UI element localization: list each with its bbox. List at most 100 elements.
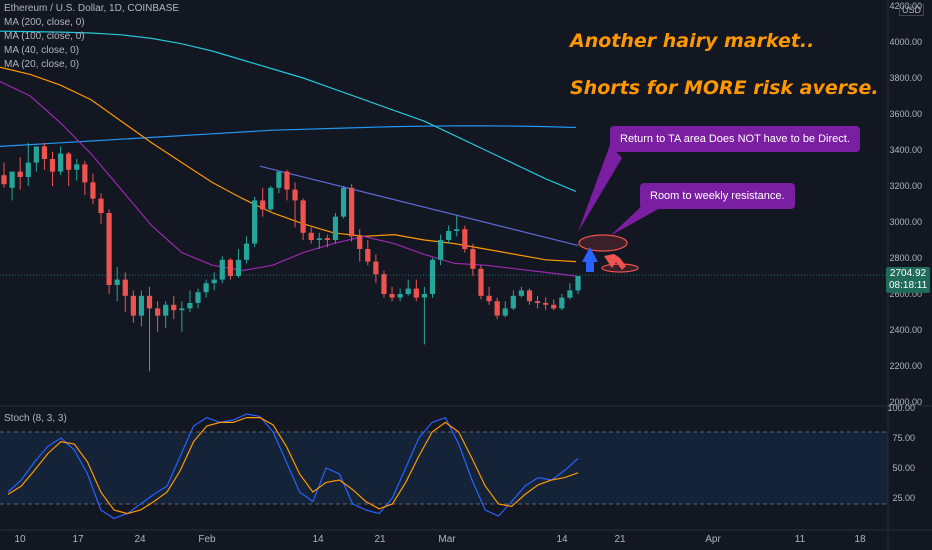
candle-body [381, 274, 387, 294]
resistance-zone-ellipse [578, 234, 628, 252]
currency-label[interactable]: USD [898, 4, 924, 16]
candle-body [494, 301, 500, 316]
candle-body [316, 238, 322, 240]
candle-body [413, 288, 419, 298]
price-tick-label: 2200.00 [889, 361, 922, 371]
resistance-trendline [259, 165, 579, 246]
candle-body [57, 153, 64, 172]
symbol-title: Ethereum / U.S. Dollar, 1D, COINBASE [4, 3, 180, 14]
candle-body [478, 268, 484, 296]
candle-body [437, 240, 444, 260]
time-tick-label: 21 [374, 534, 386, 545]
candle-body [543, 303, 549, 305]
time-tick-label: Mar [438, 534, 456, 545]
callout-pointer-1 [578, 145, 622, 232]
candle-body [292, 189, 298, 201]
candle-body [179, 308, 185, 311]
time-tick-label: 18 [854, 534, 866, 545]
price-tick-label: 3400.00 [889, 145, 922, 155]
time-tick-label: 17 [72, 534, 84, 545]
ma200-line [0, 125, 577, 147]
legend-ma100[interactable]: MA (100, close, 0) [4, 31, 85, 42]
price-tick-label: 4000.00 [889, 37, 922, 47]
candle-body [195, 292, 201, 303]
candle-body [470, 249, 476, 269]
stoch-tick-label: 50.00 [892, 463, 915, 473]
time-tick-label: Feb [198, 534, 216, 545]
candle-body [559, 297, 565, 309]
candle-body [74, 164, 80, 170]
time-tick-label: 10 [14, 534, 26, 545]
candle-body [130, 295, 136, 316]
candle-body [300, 200, 306, 233]
candle-body [227, 259, 233, 276]
price-tick-label: 4200.00 [889, 1, 922, 11]
candle-body [243, 243, 250, 260]
chart-legend: Ethereum / U.S. Dollar, 1D, COINBASE MA … [4, 2, 179, 72]
candle-body [446, 231, 452, 240]
candle-body [114, 279, 120, 285]
candle-body [551, 304, 557, 309]
price-tick-label: 3600.00 [889, 109, 922, 119]
price-tick-label: 3800.00 [889, 73, 922, 83]
legend-ma200[interactable]: MA (200, close, 0) [4, 17, 85, 28]
candle-body [163, 304, 169, 316]
legend-ma40[interactable]: MA (40, close, 0) [4, 45, 80, 56]
ma100-line [0, 30, 577, 192]
candle-body [308, 232, 314, 240]
candle-body [33, 146, 39, 163]
candle-body [187, 303, 193, 309]
candle-body [211, 279, 217, 284]
candle-body [518, 290, 525, 296]
candle-body [276, 171, 282, 188]
candle-body [203, 283, 209, 293]
candle-body [332, 216, 339, 240]
candle-body [349, 187, 355, 237]
stoch-tick-label: 75.00 [892, 433, 915, 443]
candle-body [324, 238, 330, 240]
callout-return-ta: Return to TA area Does NOT have to be Di… [610, 126, 860, 152]
price-tick-label: 2600.00 [889, 289, 922, 299]
candle-body [146, 295, 153, 309]
candle-body [235, 259, 242, 276]
legend-ma20[interactable]: MA (20, close, 0) [4, 59, 80, 70]
candle-body [49, 159, 56, 172]
stoch-tick-label: 100.00 [887, 403, 915, 413]
candle-body [373, 261, 379, 275]
ma20-line [0, 81, 577, 277]
candle-body [510, 295, 516, 309]
candle-body [534, 301, 541, 303]
stoch-k-line [7, 413, 579, 520]
candle-body [284, 171, 290, 190]
candle-body [357, 236, 363, 249]
annotation-title-2: Shorts for MORE risk averse. [570, 77, 879, 99]
annotation-title-1: Another hairy market.. [570, 30, 815, 52]
candle-body [252, 200, 258, 244]
price-tick-label: 2800.00 [889, 253, 922, 263]
up-arrow-icon [582, 247, 598, 272]
candle-body [138, 295, 145, 316]
time-tick-label: Apr [705, 534, 721, 545]
candle-body [405, 288, 411, 294]
price-tick-label: 3000.00 [889, 217, 922, 227]
price-tick-label: 2000.00 [889, 397, 922, 407]
candle-body [486, 295, 492, 302]
candle-body [421, 294, 427, 298]
candle-body [462, 229, 468, 249]
candle-body [66, 153, 72, 170]
ma40-line [0, 66, 577, 263]
candle-body [82, 164, 88, 183]
candle-body [171, 304, 177, 311]
last-price: 2704.92 [889, 268, 927, 279]
stoch-d-line [7, 417, 579, 515]
time-tick-label: 11 [795, 534, 806, 545]
candle-body [268, 187, 274, 210]
candle-body [397, 294, 403, 298]
candle-body [389, 294, 395, 298]
candle-body [1, 175, 7, 185]
callout-weekly-resistance: Room to weekly resistance. [640, 183, 795, 209]
candle-body [106, 213, 112, 285]
price-tick-label: 3200.00 [889, 181, 922, 191]
candle-body [122, 279, 128, 296]
